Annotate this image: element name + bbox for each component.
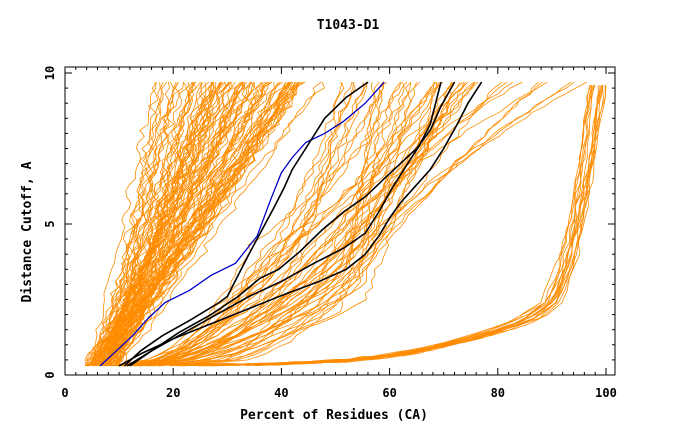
series-line-model-black-1 xyxy=(123,81,369,367)
orange-mid-curve xyxy=(126,82,375,367)
orange-tail-curve xyxy=(179,85,594,367)
y-tick-label: 5 xyxy=(43,220,57,227)
orange-mid-curve xyxy=(149,81,476,367)
orange-cluster-curve xyxy=(120,81,322,367)
y-tick-label: 0 xyxy=(43,371,57,378)
orange-cluster-curve xyxy=(115,82,217,367)
orange-right-curve xyxy=(179,81,523,367)
series-line-model-blue xyxy=(99,81,385,367)
orange-mid-curve xyxy=(147,81,402,367)
orange-right-curve xyxy=(157,81,543,367)
orange-mid-curve xyxy=(154,81,412,367)
x-tick-label: 100 xyxy=(595,386,617,400)
orange-cluster-curve xyxy=(85,81,293,367)
orange-cluster-curve xyxy=(113,81,300,367)
plot-frame xyxy=(64,66,616,376)
orange-tail-curve xyxy=(174,85,593,366)
orange-cluster-curve xyxy=(103,81,214,367)
x-tick-label: 20 xyxy=(166,386,180,400)
orange-cluster-curve xyxy=(91,81,168,367)
orange-mid-curve xyxy=(147,81,479,367)
series-line-model-black-4 xyxy=(118,81,483,367)
orange-mid-curve xyxy=(136,82,355,367)
orange-mid-curve xyxy=(122,81,356,367)
orange-cluster-curve xyxy=(115,82,194,366)
orange-model-curves xyxy=(84,81,607,367)
orange-cluster-curve xyxy=(84,82,157,366)
orange-mid-curve xyxy=(152,81,421,367)
highlighted-series xyxy=(99,81,483,367)
orange-cluster-curve xyxy=(104,81,244,367)
axes: 0 20 40 60 80 100 0 5 10 xyxy=(43,66,617,400)
x-tick-label: 40 xyxy=(274,386,288,400)
orange-right-curve xyxy=(183,81,539,367)
x-tick-label: 60 xyxy=(382,386,396,400)
orange-right-curve xyxy=(171,81,572,367)
orange-right-curve xyxy=(169,81,503,367)
orange-mid-curve xyxy=(128,82,435,367)
chart-title: T1043-D1 xyxy=(317,18,380,33)
orange-right-curve xyxy=(132,81,514,367)
orange-mid-curve xyxy=(157,81,380,367)
orange-mid-curve xyxy=(130,82,368,367)
y-tick-label: 10 xyxy=(43,66,57,80)
orange-mid-curve xyxy=(150,81,436,367)
orange-cluster-curve xyxy=(99,81,302,367)
orange-mid-curve xyxy=(135,81,440,367)
orange-tail-curve xyxy=(208,84,604,367)
y-axis-label: Distance Cutoff, A xyxy=(20,161,35,302)
orange-cluster-curve xyxy=(107,81,231,367)
series-line-model-black-3 xyxy=(126,81,442,367)
x-tick-label: 0 xyxy=(61,386,68,400)
orange-mid-curve xyxy=(123,81,401,367)
orange-mid-curve xyxy=(120,82,385,367)
orange-cluster-curve xyxy=(117,82,161,366)
orange-cluster-curve xyxy=(95,81,174,367)
x-tick-label: 80 xyxy=(491,386,505,400)
x-axis-label: Percent of Residues (CA) xyxy=(240,408,428,423)
orange-cluster-curve xyxy=(91,81,298,367)
orange-mid-curve xyxy=(115,82,412,367)
orange-cluster-curve xyxy=(86,81,236,367)
orange-cluster-curve xyxy=(86,81,215,366)
orange-tail-curve xyxy=(185,85,603,366)
orange-right-curve xyxy=(137,81,587,367)
orange-cluster-curve xyxy=(110,82,212,367)
orange-tail-curve xyxy=(190,85,595,366)
orange-cluster-curve xyxy=(100,81,226,366)
orange-right-curve xyxy=(138,81,548,367)
orange-mid-curve xyxy=(141,81,405,367)
